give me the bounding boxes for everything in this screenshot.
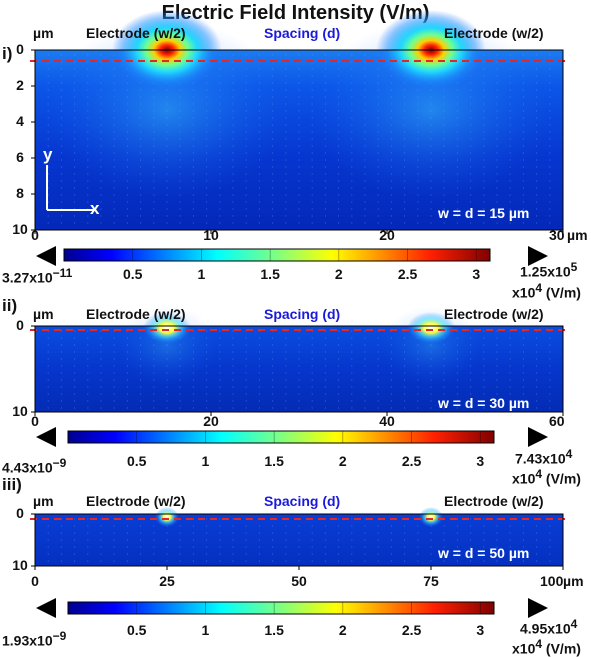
x-tick-label: 25 — [159, 573, 175, 589]
x-tick-label: 20 — [203, 413, 219, 429]
colorbar-max-triangle — [528, 598, 548, 618]
x-tick-label: 40 — [379, 413, 395, 429]
colorbar-min-label: 3.27x10−11 — [2, 266, 72, 286]
x-axis-arrow-label: x — [90, 199, 99, 219]
colorbar-min-triangle — [36, 427, 56, 447]
y-tick-label: 2 — [16, 77, 24, 93]
y-unit-label: µm — [33, 493, 54, 509]
panel-label-i: i) — [2, 44, 12, 64]
colorbar-tick-label: 1 — [202, 453, 210, 469]
electrode-label-left: Electrode (w/2) — [86, 493, 186, 509]
electrode-label-right: Electrode (w/2) — [444, 25, 544, 41]
colorbar-max-label: 4.95x104 — [520, 617, 577, 637]
colorbar-min-triangle — [36, 598, 56, 618]
spacing-label: Spacing (d) — [264, 25, 340, 41]
panel-label-ii: ii) — [2, 296, 17, 316]
x-tick-label: 50 — [291, 573, 307, 589]
colorbar-tick-label: 3 — [476, 622, 484, 638]
x-tick-label: 75 — [423, 573, 439, 589]
colorbar-tick-label: 2 — [335, 266, 343, 282]
electrode-label-left: Electrode (w/2) — [86, 306, 186, 322]
colorbar-tick-label: 3 — [476, 453, 484, 469]
colorbar — [68, 431, 494, 443]
y-tick-label: 6 — [16, 149, 24, 165]
colorbar-tick-label: 2.5 — [402, 622, 421, 638]
colorbar-tick-label: 2 — [339, 453, 347, 469]
x-tick-label: 60 — [549, 413, 565, 429]
colorbar-tick-label: 2.5 — [398, 266, 417, 282]
y-tick-label: 10 — [12, 221, 28, 237]
colorbar-min-triangle — [36, 246, 56, 266]
colorbar-max-triangle — [528, 427, 548, 447]
y-tick-label: 4 — [16, 113, 24, 129]
y-tick-label: 10 — [12, 403, 28, 419]
spacing-label: Spacing (d) — [264, 306, 340, 322]
colorbar-tick-label: 0.5 — [127, 453, 146, 469]
x-tick-label: 0 — [31, 413, 39, 429]
colorbar-min-label: 1.93x10−9 — [2, 629, 66, 649]
y-tick-label: 10 — [12, 557, 28, 573]
colorbar-tick-label: 1 — [202, 622, 210, 638]
colorbar-tick-label: 2.5 — [402, 453, 421, 469]
colorbar-tick-label: 1.5 — [264, 453, 283, 469]
colorbar-tick-label: 1.5 — [264, 622, 283, 638]
electrode-label-right: Electrode (w/2) — [444, 493, 544, 509]
colorbar-max-label: 7.43x104 — [515, 447, 572, 467]
colorbar-tick-label: 1.5 — [260, 266, 279, 282]
colorbar-scale-label: x104 (V/m) — [512, 281, 581, 301]
colorbar-tick-label: 0.5 — [127, 622, 146, 638]
y-axis-arrow-label: y — [43, 145, 52, 165]
panel-label-iii: iii) — [2, 475, 22, 495]
x-unit-label: µm — [567, 227, 588, 243]
spacing-label: Spacing (d) — [264, 493, 340, 509]
colorbar-max-label: 1.25x105 — [520, 260, 577, 280]
electrode-label-left: Electrode (w/2) — [86, 25, 186, 41]
x-tick-label: 10 — [203, 227, 219, 243]
x-tick-label: 30 — [549, 227, 565, 243]
x-tick-label: 20 — [379, 227, 395, 243]
colorbar-tick-label: 0.5 — [123, 266, 142, 282]
colorbar-scale-label: x104 (V/m) — [512, 467, 581, 487]
x-tick-label: 0 — [31, 227, 39, 243]
y-unit-label: µm — [33, 306, 54, 322]
y-tick-label: 0 — [16, 317, 24, 333]
y-tick-label: 8 — [16, 185, 24, 201]
width-spacing-annotation: w = d = 50 µm — [438, 545, 529, 561]
colorbar-tick-label: 1 — [198, 266, 206, 282]
electrode-edge-hotspot — [155, 507, 179, 527]
electrode-edge-hotspot — [419, 507, 443, 527]
width-spacing-annotation: w = d = 30 µm — [438, 395, 529, 411]
electrode-label-right: Electrode (w/2) — [444, 306, 544, 322]
y-tick-label: 0 — [16, 505, 24, 521]
colorbar — [64, 249, 490, 261]
x-tick-label: 100 — [540, 573, 563, 589]
colorbar-tick-label: 3 — [472, 266, 480, 282]
colorbar-min-label: 4.43x10−9 — [2, 456, 66, 476]
width-spacing-annotation: w = d = 15 µm — [438, 205, 529, 221]
y-tick-label: 0 — [16, 41, 24, 57]
colorbar — [68, 602, 494, 614]
y-unit-label: µm — [33, 25, 54, 41]
x-unit-label: µm — [563, 573, 584, 589]
colorbar-scale-label: x104 (V/m) — [512, 637, 581, 657]
colorbar-tick-label: 2 — [339, 622, 347, 638]
x-tick-label: 0 — [31, 573, 39, 589]
